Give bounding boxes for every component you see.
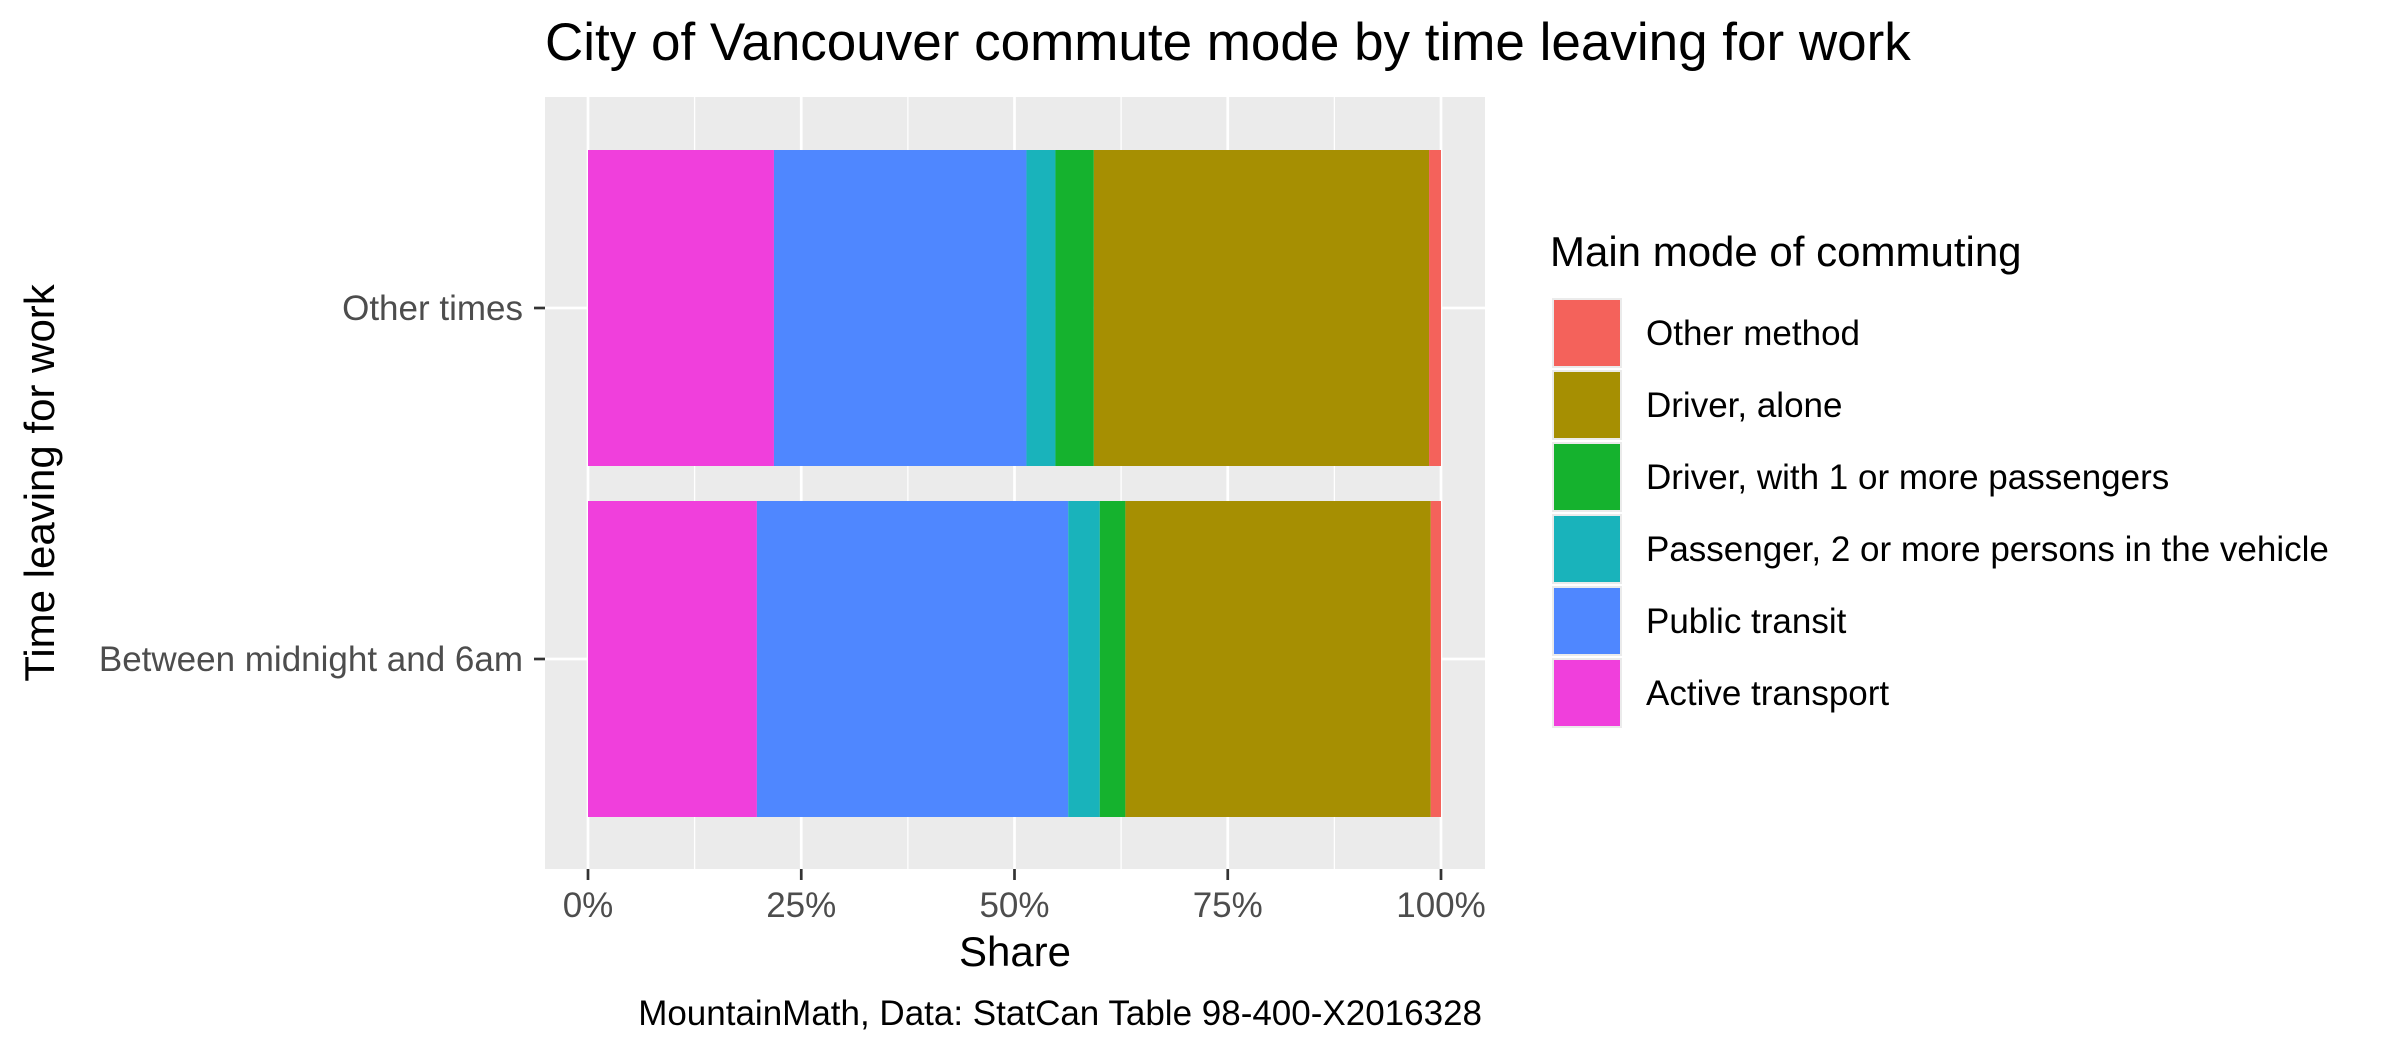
bar-segment: [773, 150, 1027, 466]
x-tick-label: 75%: [1193, 886, 1263, 925]
bar-segment: [1125, 501, 1431, 817]
legend-label: Driver, with 1 or more passengers: [1646, 458, 2169, 497]
bar-segment: [1055, 150, 1094, 466]
legend-swatch: [1554, 300, 1620, 366]
bar-segment: [1429, 150, 1441, 466]
legend-swatch: [1554, 444, 1620, 510]
legend-swatch: [1554, 660, 1620, 726]
bar-segment: [1068, 501, 1100, 817]
bar-segment: [1099, 501, 1126, 817]
y-axis-title: Time leaving for work: [16, 283, 63, 682]
x-axis: 0% 25% 50% 75% 100%: [563, 869, 1486, 925]
y-tick-label: Other times: [342, 289, 523, 328]
legend-swatch: [1554, 588, 1620, 654]
bar-segment: [1026, 150, 1056, 466]
legend-swatch: [1554, 372, 1620, 438]
bar-segment: [588, 150, 774, 466]
legend-label: Public transit: [1646, 602, 1847, 641]
y-axis: Other times Between midnight and 6am: [99, 289, 545, 679]
bars: [588, 150, 1441, 817]
legend-swatch: [1554, 516, 1620, 582]
bar-segment: [1093, 150, 1430, 466]
x-tick-label: 100%: [1396, 886, 1486, 925]
bar-segment: [588, 501, 757, 817]
bar-segment: [1430, 501, 1441, 817]
caption: MountainMath, Data: StatCan Table 98-400…: [638, 994, 1482, 1033]
bar-segment: [756, 501, 1069, 817]
legend: Other method Driver, alone Driver, with 1 …: [1552, 298, 2329, 728]
legend-label: Passenger, 2 or more persons in the vehi…: [1646, 530, 2329, 569]
y-tick-label: Between midnight and 6am: [99, 640, 523, 679]
x-tick-label: 0%: [563, 886, 614, 925]
legend-label: Driver, alone: [1646, 386, 1842, 425]
legend-title: Main mode of commuting: [1550, 228, 2022, 275]
x-axis-title: Share: [959, 928, 1071, 975]
legend-label: Other method: [1646, 314, 1860, 353]
x-tick-label: 25%: [766, 886, 836, 925]
x-tick-label: 50%: [979, 886, 1049, 925]
legend-label: Active transport: [1646, 674, 1889, 713]
chart-title: City of Vancouver commute mode by time l…: [545, 13, 1911, 72]
